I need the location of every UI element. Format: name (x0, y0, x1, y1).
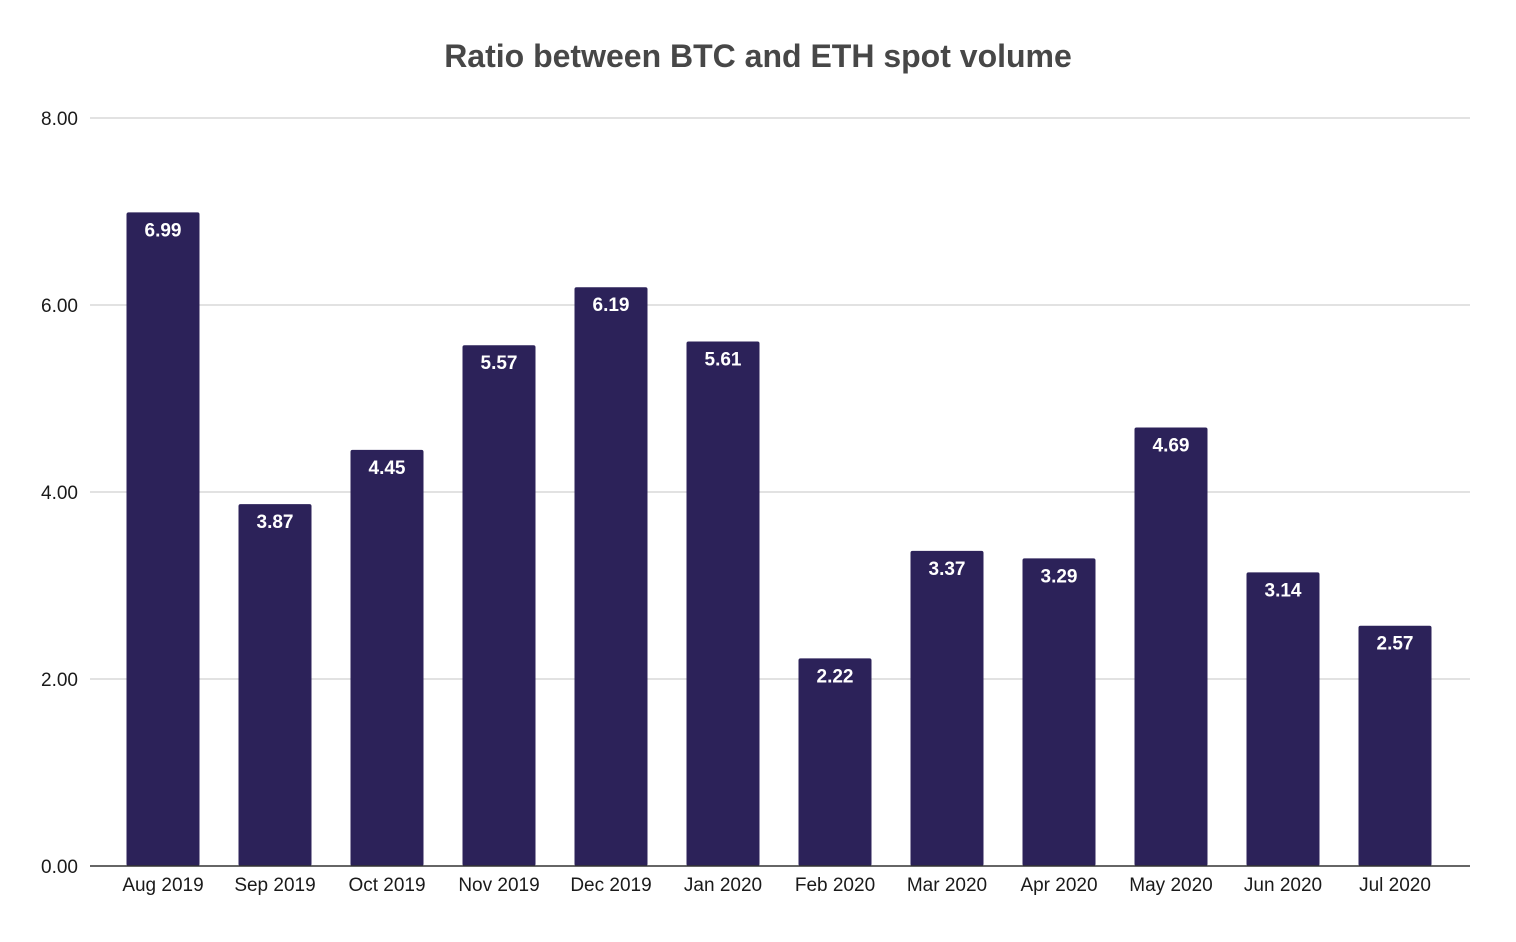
y-tick-label: 6.00 (41, 296, 78, 317)
x-tick-label: Oct 2019 (348, 875, 425, 896)
bar (910, 550, 984, 866)
data-label: 3.87 (257, 512, 294, 533)
data-label: 4.69 (1153, 435, 1190, 456)
gridlines (90, 117, 1470, 680)
bar (238, 504, 312, 866)
data-label: 2.57 (1377, 634, 1414, 655)
x-tick-label: Apr 2020 (1020, 875, 1097, 896)
data-label: 4.45 (369, 458, 406, 479)
y-tick-label: 0.00 (41, 857, 78, 878)
x-tick-label: Feb 2020 (795, 875, 875, 896)
x-tick-label: Jan 2020 (684, 875, 762, 896)
y-tick-label: 8.00 (41, 109, 78, 130)
bar (574, 287, 648, 866)
data-label: 3.29 (1041, 566, 1078, 587)
x-axis-ticks: Aug 2019 Sep 2019 Oct 2019 Nov 2019 Dec 2019… (122, 875, 1431, 896)
data-label: 5.61 (705, 349, 742, 370)
x-tick-label: May 2020 (1129, 875, 1212, 896)
y-tick-label: 2.00 (41, 670, 78, 691)
bar (1358, 625, 1432, 866)
bar (126, 212, 200, 866)
x-tick-label: Mar 2020 (907, 875, 987, 896)
bar (1134, 427, 1208, 866)
x-tick-label: Nov 2019 (458, 875, 539, 896)
x-tick-label: Dec 2019 (570, 875, 651, 896)
bar (686, 341, 760, 867)
data-label: 3.37 (929, 559, 966, 580)
data-label: 5.57 (481, 353, 518, 374)
bar (350, 449, 424, 866)
bar (1022, 558, 1096, 866)
x-tick-label: Jun 2020 (1244, 875, 1322, 896)
y-axis-ticks: 0.00 2.00 4.00 6.00 8.00 (41, 109, 78, 878)
x-tick-label: Jul 2020 (1359, 875, 1431, 896)
bars (126, 212, 1432, 867)
bar (1246, 572, 1320, 866)
data-label: 3.14 (1265, 580, 1302, 601)
x-tick-label: Sep 2019 (234, 875, 315, 896)
bar (462, 345, 536, 867)
x-tick-label: Aug 2019 (122, 875, 203, 896)
data-label: 2.22 (817, 666, 854, 687)
data-labels: 6.99 3.87 4.45 5.57 6.19 5.61 2.22 3.37 3.29 4.69… (145, 220, 1414, 687)
chart-title: Ratio between BTC and ETH spot volume (444, 38, 1072, 74)
data-label: 6.99 (145, 220, 182, 241)
bar (798, 658, 872, 866)
y-tick-label: 4.00 (41, 483, 78, 504)
data-label: 6.19 (593, 295, 630, 316)
